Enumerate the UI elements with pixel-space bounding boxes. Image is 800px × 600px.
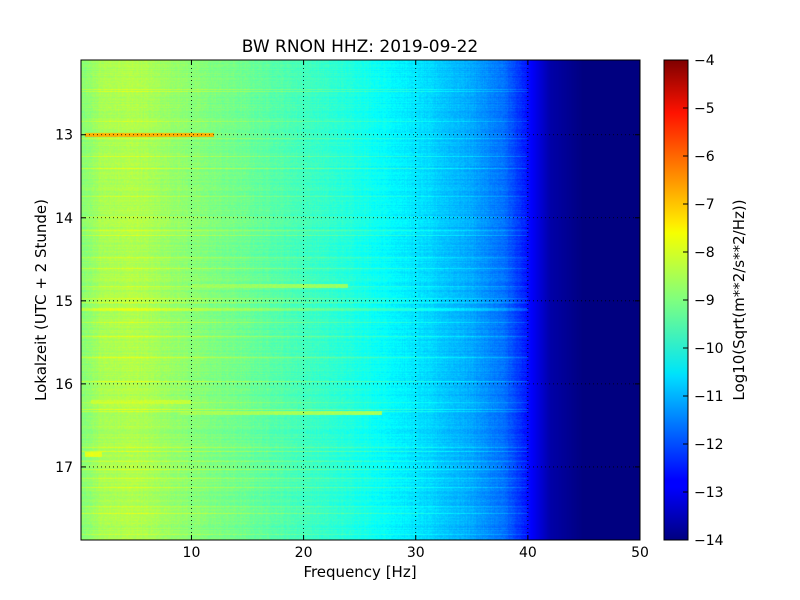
y-tick-label: 17 — [55, 460, 73, 476]
y-axis: 13 14 15 16 17 — [55, 128, 640, 476]
spectrogram-heatmap — [81, 60, 640, 540]
colorbar-tick-label: −5 — [694, 101, 715, 117]
y-tick-label: 15 — [55, 294, 73, 310]
colorbar-tick-label: −6 — [694, 149, 715, 165]
colorbar-ticks: −4 −5 −6 −7 −8 −9 −10 −11 −12 −13 −14 — [683, 53, 724, 549]
plot-area: 10 20 30 40 50 13 14 15 16 17 — [55, 59, 649, 561]
x-tick-label: 50 — [631, 545, 649, 561]
y-tick-label: 14 — [55, 211, 73, 227]
colorbar-tick-label: −9 — [694, 293, 715, 309]
chart-title: BW RNON HHZ: 2019-09-22 — [242, 37, 478, 57]
colorbar-tick-label: −14 — [694, 533, 724, 549]
y-axis-label: Lokalzeit (UTC + 2 Stunde) — [32, 199, 50, 401]
x-axis: 10 20 30 40 50 — [183, 60, 649, 561]
colorbar-tick-label: −7 — [694, 197, 715, 213]
colorbar: −4 −5 −6 −7 −8 −9 −10 −11 −12 −13 −14 — [663, 53, 724, 549]
y-tick-label: 13 — [55, 128, 73, 144]
plot-frame — [80, 59, 641, 541]
x-tick-label: 20 — [295, 545, 313, 561]
colorbar-tick-label: −4 — [694, 53, 715, 69]
colorbar-tick-label: −10 — [694, 341, 724, 357]
grid — [81, 60, 640, 540]
colorbar-tick-label: −11 — [694, 389, 724, 405]
colorbar-tick-label: −13 — [694, 485, 724, 501]
x-tick-label: 30 — [407, 545, 425, 561]
x-tick-label: 10 — [183, 545, 201, 561]
colorbar-label: Log10(Sqrt(m**2/s**2/Hz)) — [730, 199, 748, 400]
y-tick-label: 16 — [55, 377, 73, 393]
x-axis-label: Frequency [Hz] — [303, 563, 416, 581]
colorbar-tick-label: −12 — [694, 437, 724, 453]
colorbar-tick-label: −8 — [694, 245, 715, 261]
x-tick-label: 40 — [519, 545, 537, 561]
